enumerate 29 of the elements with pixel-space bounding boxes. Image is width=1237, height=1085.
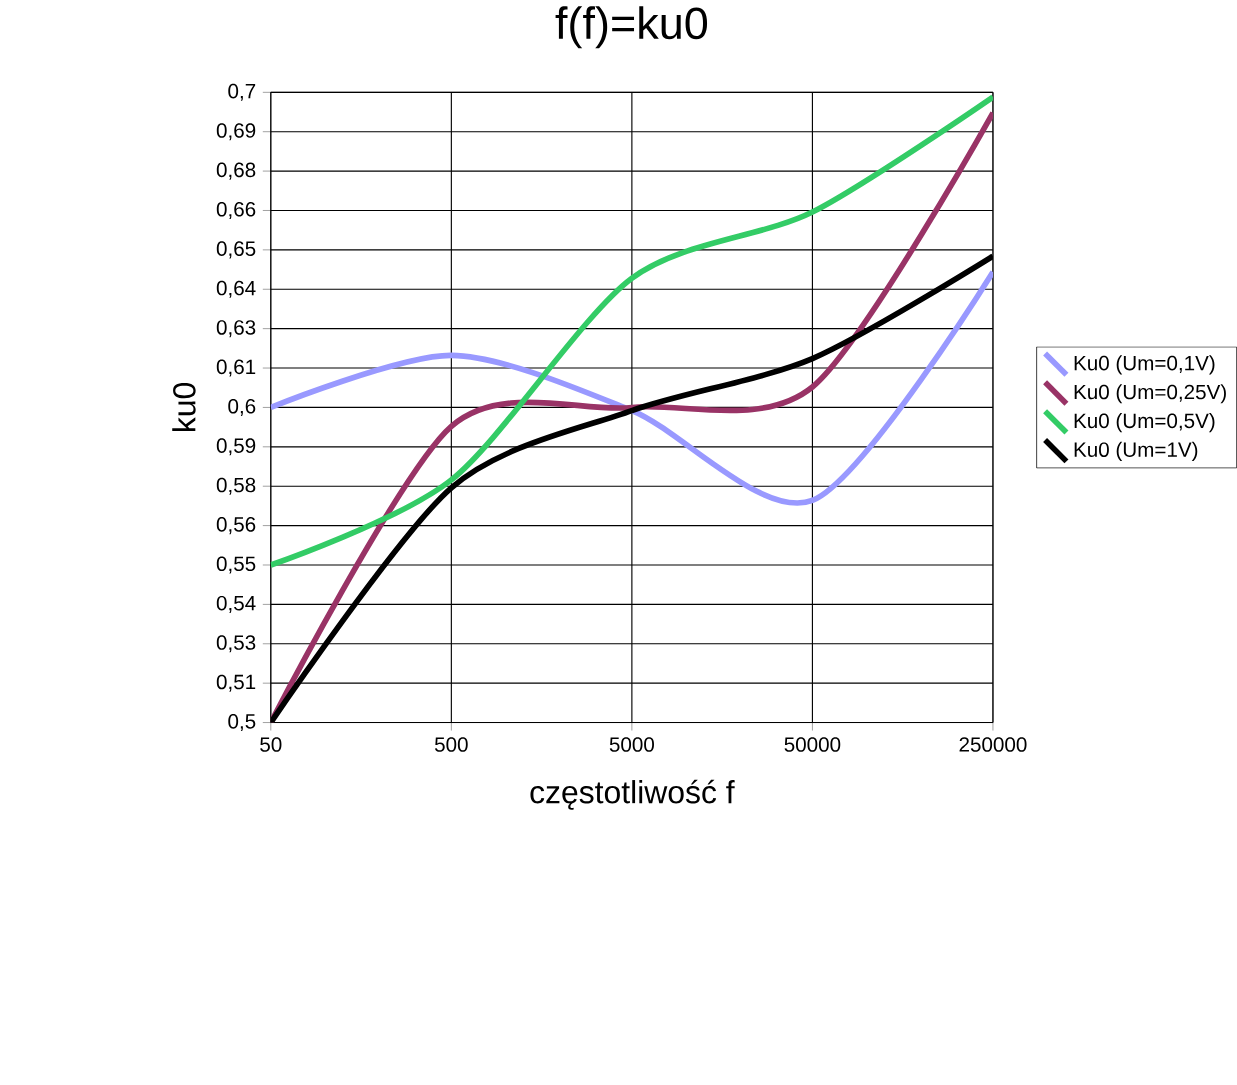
y-axis-title: ku0 (172, 383, 196, 432)
legend-label: Ku0 (Um=0,25V) (1074, 384, 1226, 404)
y-tick-label: 0,5 (228, 714, 256, 732)
x-tick-label: 250000 (959, 737, 1027, 752)
y-tick-label: 0,51 (216, 674, 256, 692)
y-tick-label: 0,6 (228, 398, 256, 416)
y-tick-label: 0,65 (216, 241, 256, 259)
x-tick-label: 500 (434, 737, 468, 752)
legend-label: Ku0 (Um=1V) (1074, 441, 1198, 462)
y-tick-label: 0,69 (216, 123, 256, 141)
y-tick-label: 0,68 (216, 162, 256, 180)
x-tick-label: 50000 (784, 737, 841, 752)
y-tick-label: 0,56 (216, 517, 256, 535)
y-tick-label: 0,55 (216, 556, 256, 574)
y-tick-label: 0,59 (216, 438, 256, 456)
y-tick-label: 0,54 (216, 595, 256, 613)
x-tick-label: 5000 (609, 737, 654, 752)
legend-label: Ku0 (Um=0,5V) (1074, 413, 1215, 433)
y-tick-label: 0,53 (216, 635, 256, 653)
y-tick-label: 0,7 (228, 83, 256, 101)
y-tick-label: 0,58 (216, 477, 256, 495)
y-tick-label: 0,61 (216, 359, 256, 377)
x-axis-title: częstotliwość f (530, 779, 735, 810)
y-tick-label: 0,63 (216, 320, 256, 338)
y-tick-label: 0,64 (216, 280, 256, 298)
legend-label: Ku0 (Um=0,1V) (1074, 355, 1215, 375)
y-tick-label: 0,66 (216, 202, 256, 220)
chart-title: f(f)=ku0 (555, 6, 708, 49)
x-tick-label: 50 (260, 737, 282, 752)
